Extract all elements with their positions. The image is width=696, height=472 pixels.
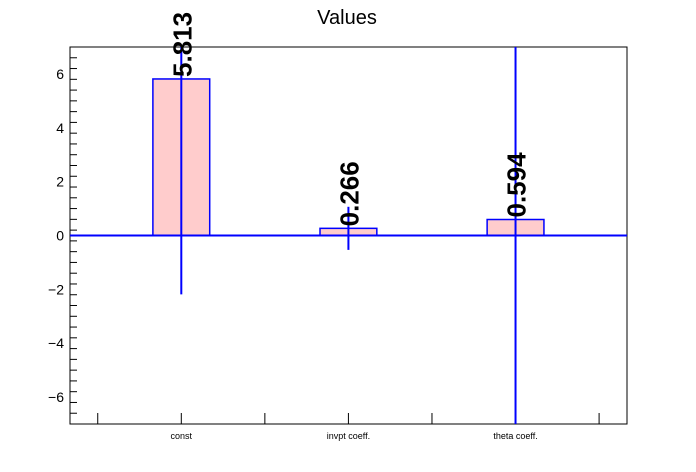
y-tick-label: −4 [48, 335, 64, 351]
y-tick-label: 2 [56, 174, 64, 190]
x-axis: const invpt coeff. theta coeff. [97, 413, 600, 441]
x-category-label: invpt coeff. [327, 431, 370, 441]
data-label: 0.594 [502, 152, 532, 218]
x-category-label: const [171, 431, 193, 441]
y-tick-label: −2 [48, 281, 64, 297]
data-label: 5.813 [167, 12, 197, 77]
y-tick-label: −6 [48, 389, 64, 405]
chart-title: Values [317, 7, 377, 29]
x-category-label: theta coeff. [493, 431, 537, 441]
error-bars [180, 47, 517, 424]
data-labels: 5.813 0.266 0.594 [167, 12, 531, 226]
data-label: 0.266 [334, 161, 364, 226]
y-tick-label: 4 [56, 120, 64, 136]
y-tick-label: 0 [56, 228, 64, 244]
y-axis: −6 −4 −2 0 2 4 6 [48, 46, 77, 425]
y-tick-label: 6 [56, 66, 64, 82]
